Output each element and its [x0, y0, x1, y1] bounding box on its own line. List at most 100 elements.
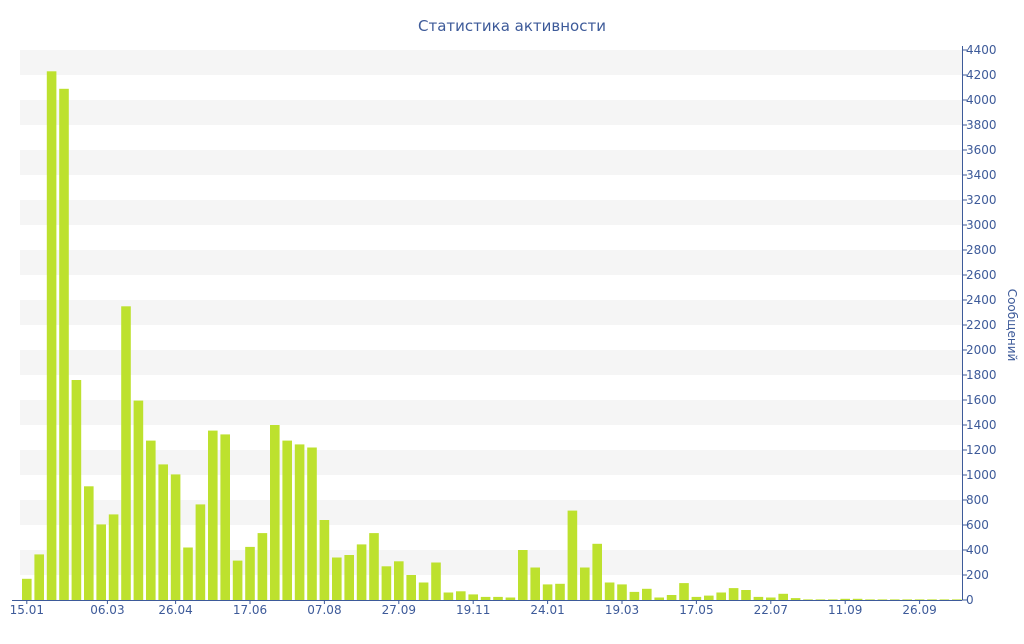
- bar[interactable]: [71, 380, 82, 600]
- bar[interactable]: [555, 583, 565, 601]
- bar[interactable]: [518, 550, 528, 600]
- grid-bands: [20, 50, 962, 575]
- bar[interactable]: [803, 599, 813, 600]
- y-tick-label: 3000: [966, 218, 997, 232]
- bar[interactable]: [394, 561, 404, 601]
- x-axis: 15.01 06.03 26.04 17.06 07.08 27.09 19.11 24.01…: [10, 600, 962, 617]
- bar[interactable]: [170, 474, 181, 600]
- y-tick-label: 2600: [966, 268, 997, 282]
- bar[interactable]: [443, 592, 454, 601]
- bar[interactable]: [245, 546, 255, 600]
- bar[interactable]: [778, 593, 788, 601]
- bar[interactable]: [480, 596, 491, 600]
- bar[interactable]: [666, 595, 677, 600]
- bar[interactable]: [840, 598, 850, 601]
- bar[interactable]: [220, 434, 230, 600]
- grid-band: [20, 200, 962, 225]
- bar[interactable]: [815, 599, 826, 600]
- bar[interactable]: [232, 560, 243, 600]
- y-tick-label: 3600: [966, 143, 997, 157]
- bar[interactable]: [208, 430, 218, 600]
- bar[interactable]: [790, 598, 801, 600]
- bar[interactable]: [580, 567, 590, 601]
- bar[interactable]: [592, 543, 602, 601]
- bar[interactable]: [431, 562, 441, 601]
- bar[interactable]: [728, 588, 739, 600]
- bar[interactable]: [84, 486, 94, 601]
- y-tick-label: 200: [966, 568, 989, 582]
- y-tick-label: 4200: [966, 68, 997, 82]
- bar[interactable]: [332, 557, 342, 601]
- bar[interactable]: [766, 597, 776, 601]
- bar[interactable]: [183, 547, 193, 601]
- bar[interactable]: [877, 599, 888, 600]
- bar[interactable]: [865, 599, 875, 600]
- bar[interactable]: [617, 584, 627, 600]
- bar[interactable]: [195, 504, 206, 600]
- bar[interactable]: [530, 567, 540, 601]
- bar[interactable]: [369, 533, 379, 600]
- bar[interactable]: [939, 599, 950, 600]
- bar[interactable]: [34, 554, 44, 600]
- bar[interactable]: [307, 447, 317, 601]
- bar[interactable]: [133, 400, 144, 600]
- bar[interactable]: [741, 590, 751, 600]
- bar[interactable]: [319, 520, 330, 600]
- bar[interactable]: [902, 599, 912, 600]
- bar[interactable]: [59, 88, 69, 601]
- y-tick-label: 1200: [966, 443, 997, 457]
- bar[interactable]: [914, 599, 925, 600]
- bar[interactable]: [679, 583, 689, 600]
- bar[interactable]: [567, 510, 578, 600]
- bar[interactable]: [257, 533, 268, 600]
- bar[interactable]: [282, 440, 292, 600]
- bar[interactable]: [691, 596, 702, 600]
- y-tick-label: 3200: [966, 193, 997, 207]
- bar[interactable]: [108, 514, 119, 600]
- bar[interactable]: [146, 440, 156, 600]
- grid-band: [20, 350, 962, 375]
- bar[interactable]: [46, 71, 57, 601]
- bar[interactable]: [468, 594, 478, 600]
- bar[interactable]: [22, 578, 32, 601]
- bar[interactable]: [753, 596, 764, 600]
- bar[interactable]: [952, 599, 962, 600]
- bar[interactable]: [654, 597, 664, 601]
- bar[interactable]: [704, 595, 714, 600]
- bar[interactable]: [344, 555, 354, 600]
- y-tick-label: 800: [966, 493, 989, 507]
- grid-band: [20, 150, 962, 175]
- bar[interactable]: [121, 306, 131, 601]
- bar[interactable]: [493, 596, 503, 600]
- bar[interactable]: [629, 591, 640, 600]
- x-tick-label: 11.09: [828, 603, 862, 617]
- x-tick-label: 17.06: [233, 603, 267, 617]
- x-tick-label: 15.01: [10, 603, 44, 617]
- bar[interactable]: [852, 598, 863, 601]
- grid-band: [20, 50, 962, 75]
- bar[interactable]: [406, 575, 416, 600]
- grid-band: [20, 250, 962, 275]
- bar[interactable]: [642, 588, 652, 601]
- bar[interactable]: [542, 584, 553, 600]
- grid-band: [20, 450, 962, 475]
- bar[interactable]: [294, 444, 305, 600]
- bar[interactable]: [96, 524, 106, 600]
- bar[interactable]: [828, 599, 838, 600]
- bar[interactable]: [270, 425, 280, 600]
- bar[interactable]: [604, 582, 615, 601]
- bar[interactable]: [158, 464, 168, 600]
- bar[interactable]: [927, 599, 937, 600]
- bar[interactable]: [456, 591, 466, 601]
- bar[interactable]: [716, 592, 726, 601]
- x-tick-label: 17.05: [679, 603, 713, 617]
- bar[interactable]: [505, 597, 516, 601]
- x-tick-label: 26.09: [902, 603, 936, 617]
- bar[interactable]: [418, 582, 429, 601]
- bar[interactable]: [890, 599, 900, 600]
- y-tick-label: 1800: [966, 368, 997, 382]
- x-tick-label: 27.09: [382, 603, 416, 617]
- bar[interactable]: [356, 544, 367, 600]
- bar[interactable]: [381, 566, 392, 601]
